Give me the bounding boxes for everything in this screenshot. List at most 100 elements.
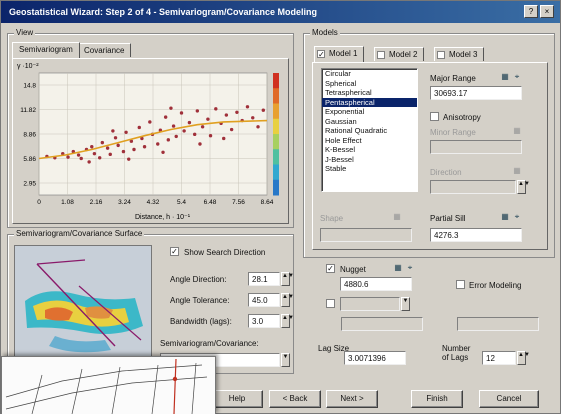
data-point [245, 105, 250, 109]
nugget-field[interactable]: 4880.6 [340, 277, 412, 291]
color-ramp-segment [273, 118, 279, 135]
y-scale-label: γ ·10⁻² [17, 63, 39, 70]
lag-size-field[interactable]: 3.0071396 [344, 351, 406, 365]
cancel-button[interactable]: Cancel [479, 390, 539, 408]
color-ramp-segment [273, 164, 279, 181]
angle-tolerance-field[interactable]: 45.0 [248, 293, 280, 307]
chevron-down-icon[interactable]: ▼ [281, 353, 290, 367]
model-2-checkbox[interactable] [377, 51, 385, 59]
data-point [129, 139, 134, 143]
model-list-item[interactable]: Stable [325, 164, 347, 173]
angle-direction-field[interactable]: 28.1 [248, 272, 280, 286]
calculator-icon: ▦ [393, 212, 401, 221]
show-search-direction-checkbox[interactable]: ✓ [170, 247, 179, 256]
number-of-lags-spinner[interactable]: ▲▼ [517, 351, 530, 365]
semivariogram-chart: 14.8 11.82 8.86 5.86 2.95 0 1.08 2.16 3.24 4.32 5.… [13, 59, 288, 223]
angle-direction-spinner[interactable]: ▲▼ [281, 272, 294, 286]
model-list-item[interactable]: Exponential [325, 107, 365, 116]
tab-semivariogram[interactable]: Semivariogram [12, 42, 80, 58]
color-ramp-segment [273, 134, 279, 150]
finish-button[interactable]: Finish [411, 390, 463, 408]
x-tick-label: 3.24 [118, 199, 131, 206]
model-curve [38, 119, 268, 160]
tab-model-1[interactable]: ✓ Model 1 [314, 46, 365, 62]
tab-model-2-label: Model 2 [389, 50, 418, 59]
data-point [66, 155, 70, 159]
color-ramp-segment [273, 179, 279, 196]
model-list-item[interactable]: K-Bessel [325, 145, 356, 154]
angle-tolerance-label: Angle Tolerance: [170, 296, 230, 305]
model-3-checkbox[interactable] [437, 51, 445, 59]
x-axis-label: Distance, h · 10⁻¹ [135, 214, 191, 221]
semivariogram-surface-map[interactable] [14, 245, 152, 360]
pin-icon[interactable]: ⌖ [407, 263, 413, 272]
next-button[interactable]: Next > [326, 390, 378, 408]
data-point [251, 116, 255, 120]
partial-sill-label: Partial Sill [430, 214, 466, 223]
model-list-item[interactable]: J-Bessel [325, 154, 354, 164]
data-point [224, 113, 229, 117]
color-ramp-segment [273, 73, 279, 89]
tab-model-3-label: Model 3 [449, 50, 478, 59]
model-type-list[interactable]: Circular Spherical Tetraspherical Pentasphe… [321, 68, 418, 192]
model-list-item[interactable]: Rational Quadratic [325, 126, 388, 135]
calculator-icon[interactable]: ▦ [501, 212, 509, 221]
x-tick-label: 7.56 [232, 199, 245, 206]
number-of-lags-field[interactable]: 12 [482, 351, 516, 365]
data-point [111, 129, 115, 133]
bandwidth-spinner[interactable]: ▲▼ [281, 314, 294, 328]
bandwidth-field[interactable]: 3.0 [248, 314, 280, 328]
tab-model-2[interactable]: Model 2 [374, 47, 425, 61]
major-range-field[interactable]: 30693.17 [430, 86, 522, 100]
data-point [169, 106, 173, 110]
show-search-direction-label: Show Search Direction [184, 248, 266, 257]
data-point [76, 153, 81, 157]
data-point [100, 140, 105, 145]
data-point [116, 143, 120, 148]
data-point [142, 145, 147, 149]
data-point [187, 120, 192, 125]
title-bar: Geostatistical Wizard: Step 2 of 4 - Sem… [1, 1, 560, 23]
chart-panel: 14.8 11.82 8.86 5.86 2.95 0 1.08 2.16 3.24 4.32 5.… [12, 58, 289, 224]
error-modeling-checkbox[interactable] [456, 280, 465, 289]
close-title-button[interactable]: × [540, 5, 554, 18]
data-point [97, 156, 102, 160]
partial-sill-field[interactable]: 4276.3 [430, 228, 522, 242]
pin-icon[interactable]: ⌖ [514, 72, 520, 81]
data-point [137, 125, 141, 130]
model-list-item[interactable]: Hole Effect [325, 135, 362, 145]
nugget-checkbox[interactable]: ✓ [326, 264, 335, 273]
model-list-item[interactable]: Tetraspherical [325, 88, 372, 97]
y-tick-label: 8.86 [23, 132, 36, 139]
help-button[interactable]: Help [211, 390, 263, 408]
model-list-item[interactable]: Gaussian [325, 116, 357, 126]
tab-model-1-label: Model 1 [329, 49, 358, 58]
data-point [140, 136, 144, 141]
tab-covariance[interactable]: Covariance [77, 43, 132, 57]
error-modeling-label: Error Modeling [469, 281, 522, 290]
major-range-label: Major Range [430, 74, 476, 83]
model-1-checkbox[interactable]: ✓ [317, 50, 325, 59]
data-point [208, 134, 213, 138]
help-title-button[interactable]: ? [524, 5, 538, 18]
data-point [179, 111, 184, 115]
calculator-icon[interactable]: ▦ [394, 263, 402, 272]
x-tick-label: 2.16 [90, 199, 103, 206]
data-point [222, 136, 226, 141]
data-point [113, 136, 118, 140]
model-list-item[interactable]: Circular [325, 69, 351, 78]
data-point [256, 125, 260, 129]
measurement-error-field [340, 297, 400, 311]
lag-size-label: Lag Size [318, 344, 350, 353]
tab-model-3[interactable]: Model 3 [434, 47, 485, 61]
back-button[interactable]: < Back [269, 390, 321, 408]
calculator-icon[interactable]: ▦ [501, 72, 509, 81]
anisotropy-checkbox[interactable] [430, 112, 439, 121]
data-point [121, 149, 126, 154]
model-list-item[interactable]: Pentaspherical [322, 97, 417, 107]
angle-tolerance-spinner[interactable]: ▲▼ [281, 293, 294, 307]
pin-icon[interactable]: ⌖ [514, 212, 520, 221]
measurement-error-checkbox[interactable] [326, 299, 335, 308]
model-list-item[interactable]: Spherical [325, 78, 357, 88]
